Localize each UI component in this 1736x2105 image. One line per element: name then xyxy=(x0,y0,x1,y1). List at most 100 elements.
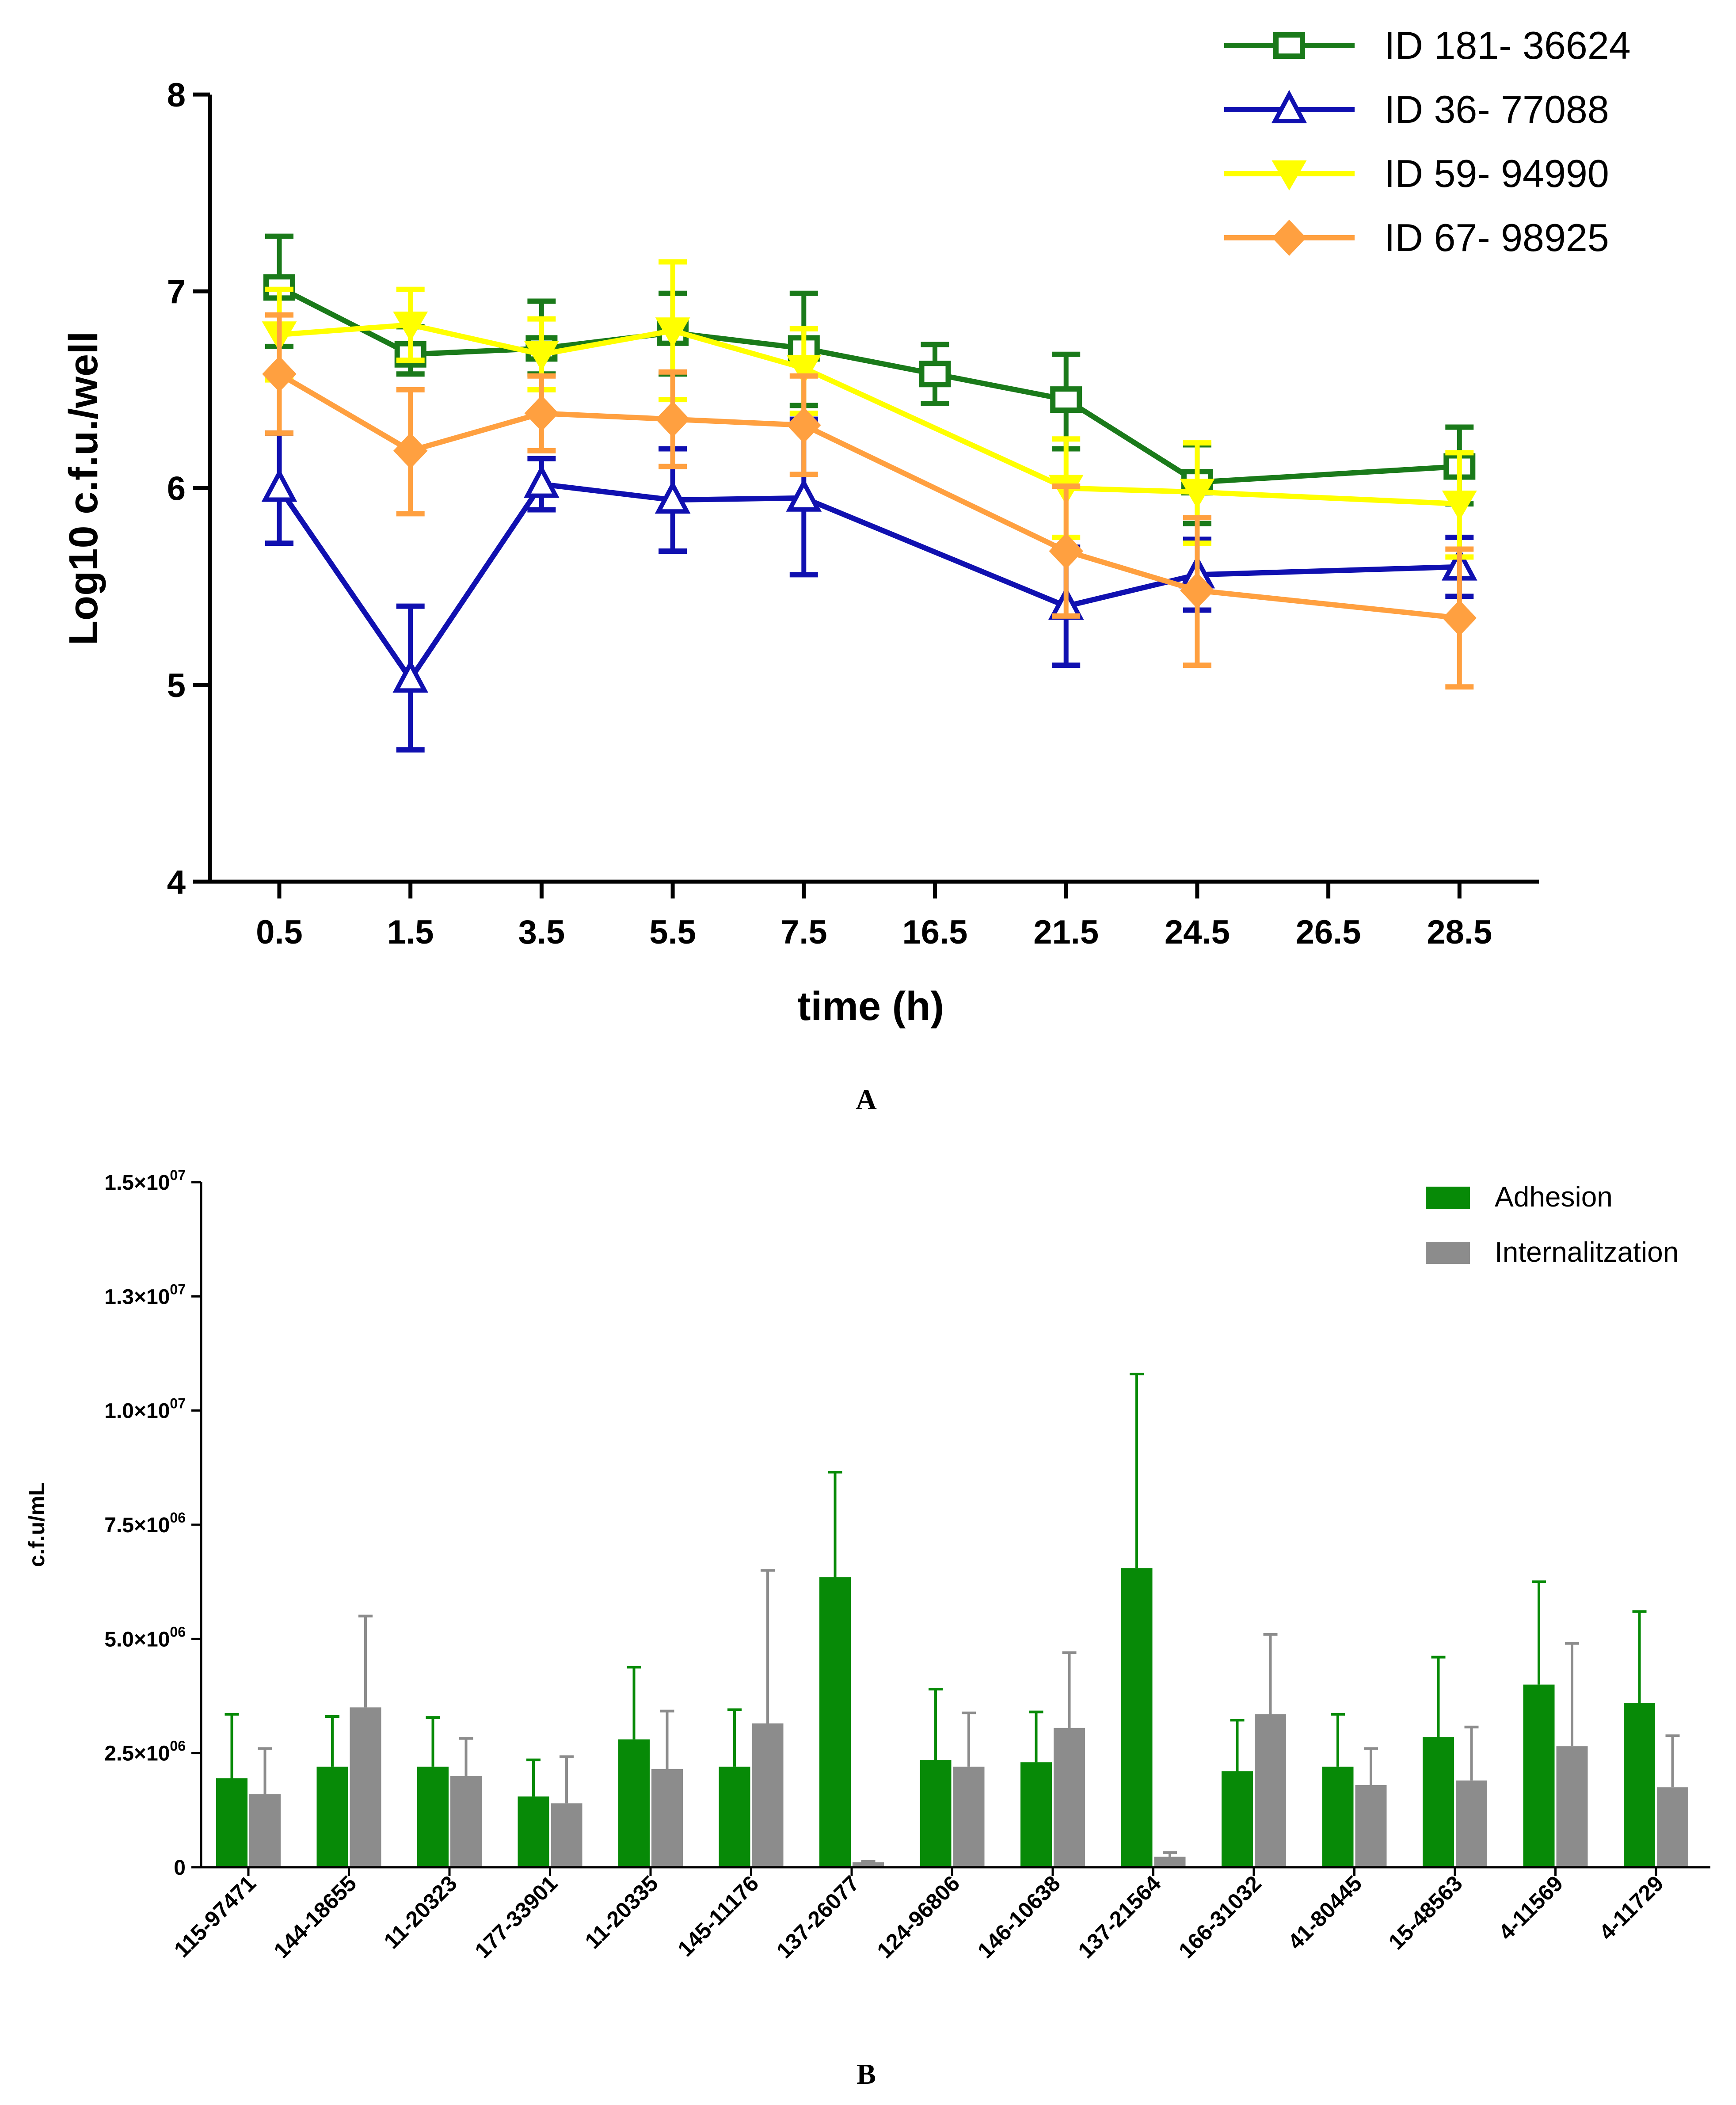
legend-a: ID 181- 36624 ID 36- 77088 ID 59- 94990 ID … xyxy=(1224,23,1631,259)
data-point xyxy=(655,401,690,438)
series-3 xyxy=(262,259,1477,560)
bar xyxy=(551,1803,582,1867)
bar xyxy=(1222,1771,1253,1867)
x-tick-labels-a: 0.5 1.5 3.5 5.5 7.5 16.5 21.5 24.5 26.5 28.5 xyxy=(256,882,1492,951)
x-tick-label: 144-18655 xyxy=(269,1871,362,1963)
bar xyxy=(719,1766,750,1867)
x-tick-label: 4-11569 xyxy=(1494,1871,1568,1945)
x-tick-label: 137-26077 xyxy=(772,1871,864,1963)
y-tick-label: 8 xyxy=(167,76,186,114)
legend-b: Adhesion Internalitzation xyxy=(1426,1181,1679,1268)
bar xyxy=(450,1776,482,1867)
x-tick-label: 146-10638 xyxy=(973,1871,1065,1963)
bar xyxy=(1523,1684,1555,1867)
legend-marker xyxy=(1272,160,1307,190)
data-point xyxy=(1442,491,1477,521)
x-tick-label: 4-11729 xyxy=(1594,1871,1668,1945)
bar xyxy=(417,1766,449,1867)
series-line xyxy=(278,372,1460,621)
series-line xyxy=(279,322,1460,507)
data-point xyxy=(393,432,428,469)
bar xyxy=(618,1739,650,1867)
bar xyxy=(518,1796,549,1867)
y-tick-label: 6 xyxy=(167,470,186,508)
legend-marker xyxy=(1271,90,1307,123)
legend-swatch xyxy=(1426,1187,1470,1209)
y-tick-labels-a: 4 5 6 7 8 xyxy=(167,76,210,901)
series-1 xyxy=(263,233,1476,526)
data-point xyxy=(1180,572,1214,609)
x-tick-label: 1.5 xyxy=(387,914,434,951)
data-point xyxy=(1049,533,1083,569)
legend-item: ID 59- 94990 xyxy=(1224,152,1609,195)
x-tick-label: 137-21564 xyxy=(1074,1871,1166,1963)
data-point xyxy=(262,356,297,392)
x-tick-label: 3.5 xyxy=(518,914,565,951)
x-tick-label: 7.5 xyxy=(780,914,827,951)
panel-label-b: B xyxy=(857,2058,876,2090)
bar xyxy=(1657,1787,1688,1867)
data-point xyxy=(524,395,559,432)
bar xyxy=(1355,1785,1387,1867)
legend-item: ID 67- 98925 xyxy=(1224,216,1609,259)
legend-label: Internalitzation xyxy=(1495,1236,1679,1268)
bar xyxy=(249,1794,281,1867)
x-tick-label: 11-20323 xyxy=(379,1871,462,1953)
x-tick-label: 26.5 xyxy=(1296,914,1361,951)
data-point xyxy=(1050,386,1082,413)
data-point xyxy=(787,407,821,443)
bar xyxy=(819,1577,851,1867)
x-tick-label: 21.5 xyxy=(1033,914,1099,951)
data-point xyxy=(786,354,822,385)
legend-item: Internalitzation xyxy=(1426,1236,1679,1268)
legend-item: ID 36- 77088 xyxy=(1224,88,1609,131)
y-tick-label: 1.0×1007 xyxy=(104,1396,186,1423)
line-chart-panel-a: 4 5 6 7 8 0.5 1.5 3.5 5.5 7.5 16.5 21.5 24.5 26.5 28.… xyxy=(61,23,1631,1116)
bars-b xyxy=(216,1373,1688,1867)
series-line xyxy=(278,285,1460,485)
y-tick-label: 5.0×1006 xyxy=(104,1624,186,1651)
bar xyxy=(920,1760,952,1867)
bar xyxy=(1255,1714,1286,1867)
x-tick-label: 0.5 xyxy=(256,914,303,951)
x-tick-label: 16.5 xyxy=(902,914,968,951)
x-tick-label: 145-11176 xyxy=(673,1871,764,1961)
panel-label-a: A xyxy=(856,1084,877,1116)
y-axis-title-a: Log10 c.f.u./well xyxy=(61,331,106,646)
legend-marker xyxy=(1273,32,1305,59)
bar xyxy=(316,1766,348,1867)
x-tick-label: 41-80445 xyxy=(1283,1871,1367,1954)
legend-item: ID 181- 36624 xyxy=(1224,23,1631,67)
y-tick-label: 2.5×1006 xyxy=(104,1738,186,1766)
data-point xyxy=(655,317,690,348)
bar xyxy=(1456,1780,1487,1867)
x-tick-label: 24.5 xyxy=(1165,914,1230,951)
x-tick-label: 124-96806 xyxy=(872,1871,965,1963)
bar xyxy=(216,1778,247,1867)
data-point xyxy=(1442,600,1477,636)
data-point xyxy=(393,311,428,342)
bar xyxy=(350,1707,381,1867)
legend-label: ID 67- 98925 xyxy=(1384,216,1609,259)
legend-label: ID 59- 94990 xyxy=(1384,152,1609,195)
data-point xyxy=(655,480,691,514)
x-tick-label: 177-33901 xyxy=(470,1871,563,1963)
data-point xyxy=(524,464,560,498)
bar xyxy=(651,1769,683,1867)
data-point xyxy=(392,659,429,693)
legend-label: Adhesion xyxy=(1495,1181,1613,1213)
bar xyxy=(1624,1703,1655,1867)
x-tick-label: 115-97471 xyxy=(169,1871,261,1962)
y-tick-label: 7.5×1006 xyxy=(104,1510,186,1537)
data-point xyxy=(786,478,822,512)
x-tick-label: 166-31032 xyxy=(1174,1871,1266,1963)
bar xyxy=(1020,1762,1052,1867)
data-point xyxy=(919,361,951,388)
bar xyxy=(1556,1746,1588,1867)
y-tick-label: 0 xyxy=(174,1856,186,1880)
bar xyxy=(1154,1857,1186,1867)
series-2 xyxy=(261,416,1477,753)
y-tick-label: 4 xyxy=(167,864,186,901)
y-tick-label: 7 xyxy=(167,273,186,311)
x-tick-label: 15-48563 xyxy=(1384,1871,1467,1954)
